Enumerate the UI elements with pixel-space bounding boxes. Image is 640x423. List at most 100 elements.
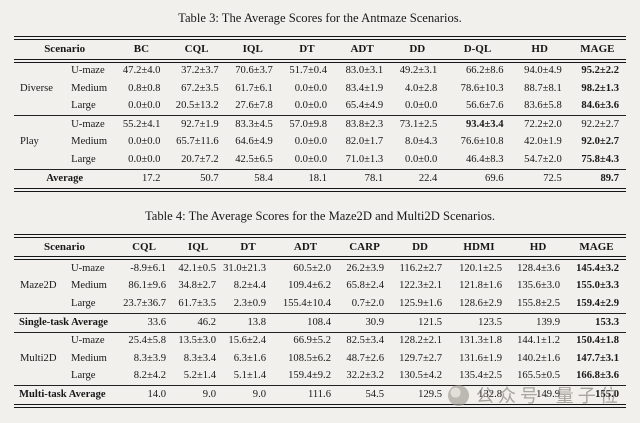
score-cell: 129.5 [391,385,450,404]
summary-row: Single-task Average 33.6 46.2 13.8 108.4 30.9… [14,312,627,333]
score-cell: 82.0±1.7 [345,136,384,148]
score-cell: 4.0±2.8 [405,82,438,94]
score-cell: 108.5±6.2 [288,352,332,364]
score-cell: 71.0±1.3 [345,154,384,166]
score-cell: 94.0±4.9 [524,65,562,77]
column-header: HD [509,237,568,261]
column-header: DD [390,40,445,63]
score-cell: 0.0±0.0 [128,136,161,148]
score-cell: -8.9±6.1 [130,262,167,274]
table-row: Large 8.2±4.2 5.2±1.4 5.1±1.4 159.4±9.2 32.2±… [14,368,626,386]
score-cell: 5.1±1.4 [233,370,267,382]
score-cell: 54.7±2.0 [524,154,562,166]
score-cell: 76.6±10.8 [460,136,504,148]
column-header: CQL [115,237,174,261]
score-cell: 0.0±0.0 [405,100,438,112]
score-cell: 166.8±3.6 [576,370,620,382]
score-cell: 147.7±3.1 [576,352,620,364]
score-cell: 73.1±2.5 [390,115,445,134]
column-header: BC [115,40,168,63]
score-cell: 86.1±9.6 [128,280,167,292]
column-header: CARP [338,237,392,261]
column-header-scenario: Scenario [14,40,116,63]
column-header: D-QL [444,40,511,63]
score-cell: 145.4±3.2 [576,262,620,274]
table-row: Large 0.0±0.0 20.5±13.2 27.6±7.8 0.0±0.0 65.4… [14,98,626,116]
score-cell: 83.6±5.8 [524,100,562,112]
score-cell: 9.0 [173,385,224,404]
score-cell: 0.0±0.0 [294,82,328,94]
score-cell: 122.3±2.1 [399,280,443,292]
score-cell: 26.2±3.9 [346,262,385,274]
score-cell: 8.2±4.4 [233,280,267,292]
score-cell: 34.8±2.7 [178,280,217,292]
score-cell: 130.5±4.2 [399,370,443,382]
table-row: Multi2D U-maze 25.4±5.8 13.5±3.0 15.6±2.4 66.… [14,331,627,386]
score-cell: 25.4±5.8 [115,331,174,351]
table-row: Medium 0.8±0.8 67.2±3.5 61.7±6.1 0.0±0.0 83.4… [14,80,626,98]
column-header: ADT [334,40,391,63]
score-cell: 50.7 [167,169,226,188]
header-row: Scenario CQL IQL DT ADT CARP DD HDMI HD MAGE [14,237,627,261]
table4-wrapper: Scenario CQL IQL DT ADT CARP DD HDMI HD MAGE Maze2… [14,233,627,408]
score-cell: 0.0±0.0 [128,154,161,166]
score-cell: 0.7±2.0 [351,297,385,309]
score-cell: 49.2±3.1 [399,65,438,77]
score-cell: 159.4±9.2 [288,370,332,382]
antmaze-scores-table: Scenario BC CQL IQL DT ADT DD D-QL HD MAGE Diverse… [14,40,626,188]
score-cell: 95.2±2.2 [581,65,619,77]
score-cell: 131.6±1.9 [459,352,503,364]
score-cell: 108.4 [273,312,339,333]
score-cell: 30.9 [338,312,392,333]
score-cell: 92.0±2.7 [581,136,619,148]
score-cell: 128.4±3.6 [517,262,561,274]
column-header: DT [223,237,274,261]
column-header: IQL [225,40,280,63]
summary-label: Average [14,169,116,188]
score-cell: 165.5±0.5 [517,370,561,382]
summary-label: Single-task Average [14,312,116,333]
score-cell: 46.2 [173,312,224,333]
score-cell: 23.7±36.7 [123,297,167,309]
score-cell: 139.9 [509,312,568,333]
score-cell: 155.0±3.3 [576,280,620,292]
column-header: IQL [173,237,224,261]
scenario-label: Large [71,370,96,382]
score-cell: 67.2±3.5 [181,82,219,94]
score-cell: 65.4±4.9 [345,100,384,112]
score-cell: 121.5 [391,312,450,333]
score-cell: 129.7±2.7 [399,352,443,364]
score-cell: 64.6±4.9 [235,136,273,148]
score-cell: 66.2±8.6 [465,65,504,77]
scenario-label: Large [71,100,96,112]
score-cell: 150.4±1.8 [567,331,627,351]
table3-wrapper: Scenario BC CQL IQL DT ADT DD D-QL HD MAGE Diverse… [14,36,626,192]
score-cell: 6.3±1.6 [233,352,267,364]
score-cell: 47.2±4.0 [122,65,161,77]
scenario-label: U-maze [67,331,116,351]
column-header: HD [510,40,569,63]
score-cell: 72.2±2.0 [510,115,569,134]
score-cell: 13.5±3.0 [173,331,224,351]
score-cell: 42.5±6.5 [235,154,273,166]
score-cell: 135.6±3.0 [517,280,561,292]
scenario-label: Large [71,154,96,166]
score-cell: 92.2±2.7 [568,115,626,134]
score-cell: 46.4±8.3 [465,154,504,166]
column-header: ADT [273,237,339,261]
score-cell: 8.2±4.2 [133,370,167,382]
column-header: DD [391,237,450,261]
scenario-label: Medium [71,280,107,292]
group-label: Diverse [20,82,53,94]
score-cell: 42.0±1.9 [524,136,562,148]
score-cell: 17.2 [115,169,168,188]
score-cell: 120.1±2.5 [459,262,503,274]
score-cell: 78.1 [334,169,391,188]
column-header: CQL [167,40,226,63]
score-cell: 27.6±7.8 [235,100,273,112]
score-cell: 22.4 [390,169,445,188]
score-cell: 140.2±1.6 [517,352,561,364]
score-cell: 153.3 [567,312,627,333]
score-cell: 0.0±0.0 [128,100,161,112]
score-cell: 70.6±3.7 [235,65,273,77]
